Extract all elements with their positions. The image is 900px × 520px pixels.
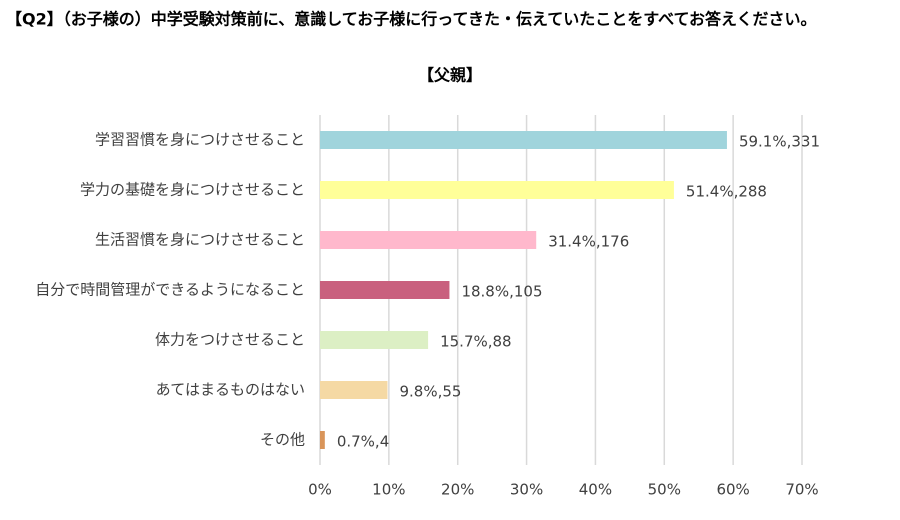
value-label: 18.8%,105 (461, 283, 542, 301)
x-tick-label: 10% (372, 481, 405, 499)
y-tick-label: 学習習慣を身につけさせること (95, 131, 305, 149)
x-tick-label: 0% (308, 481, 332, 499)
x-tick-label: 50% (648, 481, 681, 499)
value-label: 31.4%,176 (548, 233, 629, 251)
bar (320, 281, 450, 299)
bar (320, 181, 674, 199)
value-label: 51.4%,288 (686, 183, 767, 201)
x-tick-label: 70% (785, 481, 818, 499)
x-tick-label: 20% (441, 481, 474, 499)
chart-title: 【Q2】（お子様の）中学受験対策前に、意識してお子様に行ってきた・伝えていたこと… (6, 10, 817, 29)
bar (320, 331, 429, 349)
value-label: 0.7%,4 (337, 433, 389, 451)
chart-subtitle: 【父親】 (418, 66, 482, 85)
x-tick-label: 40% (579, 481, 612, 499)
bar (320, 381, 388, 399)
y-tick-label: 学力の基礎を身につけさせること (80, 181, 305, 199)
y-tick-label: その他 (260, 431, 305, 449)
bar (320, 431, 325, 449)
value-label: 15.7%,88 (440, 333, 512, 351)
x-tick-label: 30% (510, 481, 543, 499)
y-tick-label: あてはまるものはない (156, 381, 305, 399)
bar (320, 231, 537, 249)
x-tick-label: 60% (716, 481, 749, 499)
y-tick-label: 自分で時間管理ができるようになること (35, 281, 305, 299)
value-label: 9.8%,55 (399, 383, 461, 401)
value-label: 59.1%,331 (739, 133, 820, 151)
y-tick-label: 生活習慣を身につけさせること (95, 231, 305, 249)
bar (320, 131, 727, 149)
y-tick-label: 体力をつけさせること (155, 331, 305, 349)
